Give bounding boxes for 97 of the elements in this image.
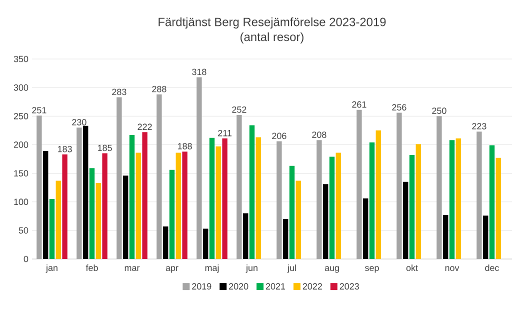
bar xyxy=(62,154,68,259)
legend-label: 2019 xyxy=(192,283,212,290)
y-tick-label: 150 xyxy=(14,170,28,176)
bar xyxy=(182,152,188,259)
bar xyxy=(142,132,148,259)
bar xyxy=(276,141,282,259)
y-tick-label: 0 xyxy=(24,256,28,262)
bar xyxy=(356,110,362,259)
x-tick-label: sep xyxy=(365,266,379,273)
bar xyxy=(209,138,215,259)
bar xyxy=(156,94,162,259)
y-tick-label: 300 xyxy=(14,84,28,91)
data-label: 283 xyxy=(112,88,126,96)
y-tick-label: 350 xyxy=(14,56,28,62)
bar xyxy=(129,135,135,259)
bar xyxy=(329,156,335,259)
data-label: 222 xyxy=(138,124,152,130)
data-label: 188 xyxy=(178,143,192,150)
bar xyxy=(163,226,168,259)
data-label: 208 xyxy=(312,132,326,138)
legend-label: 2020 xyxy=(229,283,248,290)
y-tick-label: 100 xyxy=(14,198,28,206)
data-label: 256 xyxy=(392,104,406,111)
data-label: 211 xyxy=(218,130,232,136)
data-label: 223 xyxy=(472,123,486,130)
bar xyxy=(316,140,322,259)
bar xyxy=(369,142,375,259)
legend-label: 2023 xyxy=(340,283,359,290)
bar xyxy=(496,158,502,259)
bar xyxy=(243,213,248,259)
bar xyxy=(409,155,415,259)
x-tick-label: jun xyxy=(246,264,258,273)
bar xyxy=(476,132,482,259)
bar xyxy=(396,112,402,259)
x-tick-label: nov xyxy=(445,266,460,272)
data-label: 183 xyxy=(58,146,72,152)
bar xyxy=(323,184,328,259)
bar xyxy=(96,183,101,259)
bar xyxy=(123,176,128,259)
bar xyxy=(176,152,181,259)
bar xyxy=(256,137,261,259)
bar xyxy=(116,97,122,259)
bar xyxy=(89,168,95,259)
bar xyxy=(196,77,202,259)
bar xyxy=(456,138,462,259)
bar xyxy=(483,216,488,259)
x-tick-label: jan xyxy=(46,264,58,273)
bar xyxy=(216,146,221,259)
legend-label: 2022 xyxy=(302,283,322,290)
bar xyxy=(376,130,382,259)
x-tick-label: feb xyxy=(86,264,98,272)
data-label: 252 xyxy=(232,106,246,113)
data-label: 251 xyxy=(32,107,46,114)
bar xyxy=(449,140,455,259)
data-label: 206 xyxy=(272,132,286,140)
bar xyxy=(136,152,141,259)
x-tick-label: jul xyxy=(287,264,296,273)
bar xyxy=(222,138,228,259)
legend-label: 2021 xyxy=(266,283,286,290)
data-label: 250 xyxy=(432,108,446,114)
bar xyxy=(56,180,61,259)
bar xyxy=(403,182,408,259)
bar xyxy=(203,228,208,259)
data-label: 318 xyxy=(192,68,206,76)
data-label: 230 xyxy=(72,119,86,126)
bar xyxy=(489,145,495,259)
bar xyxy=(236,115,242,259)
y-tick-label: 200 xyxy=(14,142,28,148)
y-tick-label: 50 xyxy=(18,227,28,234)
x-tick-label: maj xyxy=(205,264,219,273)
data-label: 261 xyxy=(352,101,366,108)
bar xyxy=(363,198,368,259)
bar xyxy=(289,166,295,259)
bar xyxy=(83,126,88,259)
x-tick-label: okt xyxy=(406,264,418,272)
x-tick-label: aug xyxy=(324,266,339,273)
bar xyxy=(249,125,255,259)
x-tick-label: dec xyxy=(485,264,499,272)
bar xyxy=(169,170,175,259)
bar xyxy=(36,116,42,259)
bar xyxy=(336,152,342,259)
chart-subtitle: (antal resor) xyxy=(240,32,304,44)
bar xyxy=(296,180,302,259)
bar xyxy=(102,153,108,259)
data-label: 185 xyxy=(98,144,112,152)
bar xyxy=(436,116,442,259)
bar xyxy=(416,144,422,259)
bar xyxy=(76,128,82,259)
bar xyxy=(49,199,55,259)
chart-title: Färdtjänst Berg Resejämförelse 2023-2019 xyxy=(158,17,386,29)
y-tick-label: 250 xyxy=(14,112,28,120)
x-tick-label: apr xyxy=(166,266,178,273)
bar xyxy=(443,215,448,259)
data-label: 288 xyxy=(152,86,166,92)
bar xyxy=(43,151,48,259)
bar xyxy=(283,219,288,259)
x-tick-label: mar xyxy=(124,266,140,272)
